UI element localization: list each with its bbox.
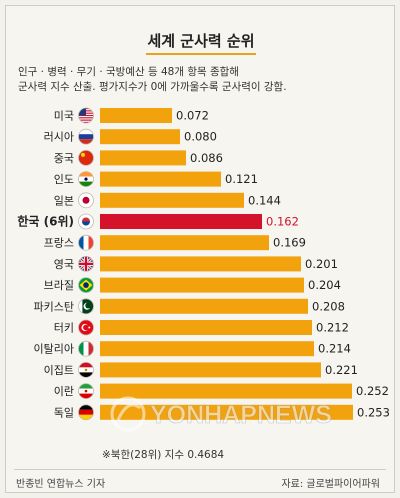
bar-row: 인도 0.121	[54, 171, 258, 188]
bar-row: 중국 0.086	[54, 149, 223, 166]
france-flag-icon	[78, 234, 94, 251]
bar-row: 이탈리아 0.214	[34, 340, 351, 357]
uk-flag-icon	[78, 255, 94, 272]
footer-divider	[14, 469, 386, 470]
bar	[100, 192, 244, 208]
bar	[100, 150, 186, 166]
value-label: 0.253	[357, 405, 390, 419]
category-label: 이란	[54, 385, 74, 398]
bar	[100, 235, 269, 251]
description-line-2: 군사력 지수 산출. 평가지수가 0에 가까울수록 군사력이 강함.	[18, 81, 287, 93]
chart-title: 세계 군사력 순위	[147, 32, 255, 50]
watermark-text: YONHAPNEWS	[150, 401, 332, 429]
bar	[100, 341, 314, 357]
bar	[100, 362, 321, 378]
description-line-1: 인구 · 병력 · 무기 · 국방예산 등 48개 항목 종합해	[18, 66, 239, 78]
value-label: 0.221	[325, 363, 358, 377]
category-label: 이집트	[44, 364, 74, 377]
germany-flag-icon	[78, 404, 94, 421]
value-label: 0.201	[305, 257, 338, 271]
bar-row: 이집트 0.221	[44, 361, 358, 378]
value-label: 0.080	[184, 130, 217, 144]
value-label: 0.214	[318, 342, 351, 356]
bar	[100, 277, 304, 293]
category-label: 프랑스	[44, 237, 74, 250]
bar-row: 이란 0.252	[54, 383, 389, 400]
korea-flag-icon	[78, 213, 94, 230]
bar-row: 파키스탄 0.208	[34, 298, 345, 315]
value-label: 0.086	[190, 151, 223, 165]
category-label: 터키	[54, 322, 74, 335]
iran-flag-icon	[78, 383, 94, 400]
value-label: 0.169	[273, 236, 306, 250]
russia-flag-icon	[78, 128, 94, 145]
category-label: 브라질	[44, 279, 74, 292]
india-flag-icon	[78, 171, 94, 188]
value-label: 0.252	[356, 384, 389, 398]
brazil-flag-icon	[78, 277, 94, 294]
italy-flag-icon	[78, 340, 94, 357]
bar	[100, 214, 262, 229]
category-label: 파키스탄	[34, 300, 74, 313]
category-label: 이탈리아	[34, 343, 74, 356]
bar-row: 미국 0.072	[54, 107, 209, 124]
value-label: 0.212	[316, 321, 349, 335]
bar-row: 터키 0.212	[54, 319, 349, 336]
china-flag-icon	[78, 149, 94, 166]
value-label: 0.208	[312, 299, 345, 313]
bar	[100, 171, 221, 187]
bar	[100, 320, 312, 335]
bar-chart: 미국 0.072 러시아 0.080 중국 0.086 인도 0.121 일본 0.144 한국 (…	[17, 107, 390, 421]
bar-row: 브라질 0.204	[44, 277, 341, 294]
source-credit: 자료: 글로벌파이어파워	[281, 479, 380, 490]
category-label: 인도	[54, 173, 74, 186]
bar-row: 일본 0.144	[54, 192, 281, 209]
infographic-frame: 세계 군사력 순위 인구 · 병력 · 무기 · 국방예산 등 48개 항목 종…	[5, 5, 395, 493]
bar	[100, 256, 301, 272]
category-label: 러시아	[44, 131, 74, 144]
yonhap-watermark-logo: YONHAPNEWS	[110, 396, 332, 432]
us-flag-icon	[78, 107, 94, 124]
bar	[100, 108, 172, 123]
category-label: 영국	[54, 258, 74, 271]
bar-row: 프랑스 0.169	[44, 234, 306, 251]
value-label: 0.072	[176, 109, 209, 123]
byline: 반종빈 연합뉴스 기자	[16, 479, 106, 490]
bar	[100, 298, 308, 314]
bar	[100, 129, 180, 145]
category-label: 일본	[54, 193, 74, 207]
bar-row: 한국 (6위) 0.162	[17, 214, 299, 230]
category-label: 중국	[54, 152, 74, 165]
value-label: 0.162	[266, 215, 299, 229]
bar-row: 러시아 0.080	[44, 128, 217, 145]
category-label: 독일	[54, 405, 74, 419]
category-label: 미국	[54, 110, 74, 123]
bar	[100, 383, 352, 399]
value-label: 0.204	[308, 278, 341, 292]
title-underline	[146, 53, 256, 55]
bar-row: 영국 0.201	[54, 255, 338, 272]
north-korea-note: ※북한(28위) 지수 0.4684	[102, 449, 225, 461]
bar	[100, 404, 353, 420]
turkey-flag-icon	[78, 319, 94, 336]
japan-flag-icon	[78, 192, 94, 209]
egypt-flag-icon	[78, 361, 94, 378]
value-label: 0.121	[225, 172, 258, 186]
value-label: 0.144	[248, 193, 281, 207]
bar-row: 독일 0.253	[54, 404, 390, 421]
pakistan-flag-icon	[78, 298, 94, 315]
category-label: 한국 (6위)	[17, 214, 74, 229]
